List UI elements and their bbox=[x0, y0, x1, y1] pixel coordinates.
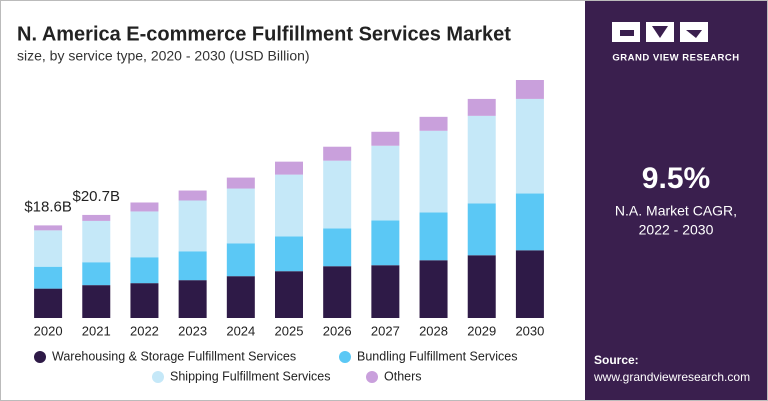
bar-segment bbox=[130, 211, 159, 258]
bar-segment bbox=[130, 257, 159, 284]
bar-segment bbox=[275, 271, 303, 318]
x-tick-label: 2024 bbox=[226, 323, 255, 338]
legend-swatch bbox=[339, 351, 351, 363]
bar-segment bbox=[82, 214, 111, 221]
bar-segment bbox=[82, 220, 111, 263]
bar-segment bbox=[178, 251, 207, 281]
cagr-period: 2022 - 2030 bbox=[639, 222, 714, 238]
bar-segment bbox=[34, 225, 63, 231]
bar-segment bbox=[226, 188, 255, 244]
bar-segment bbox=[130, 202, 159, 212]
x-tick-label: 2022 bbox=[130, 323, 159, 338]
sidebar bbox=[585, 1, 767, 400]
bar-segment bbox=[419, 212, 448, 261]
bar-segment bbox=[515, 98, 544, 194]
bar-segment bbox=[467, 203, 496, 256]
source-label: Source: bbox=[594, 353, 639, 367]
bar-segment bbox=[275, 161, 303, 175]
bar-segment bbox=[467, 98, 496, 116]
bar-segment bbox=[467, 115, 496, 204]
brand: GRAND VIEW RESEARCH bbox=[612, 53, 739, 64]
logo bbox=[612, 22, 708, 42]
total-label: $20.7B bbox=[72, 188, 120, 205]
bar-segment bbox=[226, 276, 255, 318]
bar-segment bbox=[515, 193, 544, 251]
bar-segment bbox=[323, 146, 352, 161]
bar-segment bbox=[275, 236, 303, 272]
chart-subtitle: size, by service type, 2020 - 2030 (USD … bbox=[17, 48, 310, 64]
bar-segment bbox=[515, 80, 544, 99]
x-tick-label: 2029 bbox=[467, 323, 496, 338]
bar-segment bbox=[371, 131, 400, 146]
bar-segment bbox=[371, 145, 400, 221]
legend-swatch bbox=[366, 371, 378, 383]
bar-segment bbox=[371, 265, 400, 318]
total-label: $18.6B bbox=[24, 198, 72, 215]
bar-segment bbox=[34, 266, 63, 289]
bar-segment bbox=[226, 243, 255, 277]
cagr-caption: N.A. Market CAGR, bbox=[615, 203, 737, 219]
bar-segment bbox=[275, 174, 303, 237]
bar-segment bbox=[323, 228, 352, 267]
x-tick-label: 2026 bbox=[323, 323, 352, 338]
legend-label: Others bbox=[384, 369, 422, 383]
x-tick-label: 2030 bbox=[515, 323, 544, 338]
bar-segment bbox=[82, 285, 111, 318]
bar-segment bbox=[419, 130, 448, 213]
x-tick-label: 2021 bbox=[82, 323, 111, 338]
bar-segment bbox=[419, 260, 448, 318]
x-tick-label: 2023 bbox=[178, 323, 207, 338]
bar-segment bbox=[34, 288, 63, 318]
bar-segment bbox=[130, 283, 159, 318]
x-tick-label: 2027 bbox=[371, 323, 400, 338]
cagr-value: 9.5% bbox=[642, 162, 710, 195]
source-url: www.grandviewresearch.com bbox=[593, 370, 750, 384]
bar-segment bbox=[226, 177, 255, 189]
legend-swatch bbox=[34, 351, 46, 363]
bar-segment bbox=[323, 266, 352, 318]
legend-label: Shipping Fulfillment Services bbox=[170, 369, 331, 383]
chart-title: N. America E-commerce Fulfillment Servic… bbox=[17, 23, 511, 45]
legend-label: Bundling Fulfillment Services bbox=[357, 349, 518, 363]
bar-segment bbox=[82, 262, 111, 286]
logo-cut bbox=[620, 26, 702, 38]
x-tick-label: 2025 bbox=[275, 323, 304, 338]
bar-segment bbox=[467, 255, 496, 318]
bar-segment bbox=[178, 200, 207, 252]
bar-segment bbox=[178, 190, 207, 201]
bar-segment bbox=[34, 230, 63, 267]
bar-segment bbox=[515, 250, 544, 318]
legend-label: Warehousing & Storage Fulfillment Servic… bbox=[52, 349, 296, 363]
x-tick-label: 2028 bbox=[419, 323, 448, 338]
bar-segment bbox=[178, 280, 207, 318]
bar-segment bbox=[323, 160, 352, 229]
bar-segment bbox=[371, 220, 400, 266]
legend-swatch bbox=[152, 371, 164, 383]
bar-segment bbox=[419, 116, 448, 131]
x-tick-label: 2020 bbox=[34, 323, 63, 338]
